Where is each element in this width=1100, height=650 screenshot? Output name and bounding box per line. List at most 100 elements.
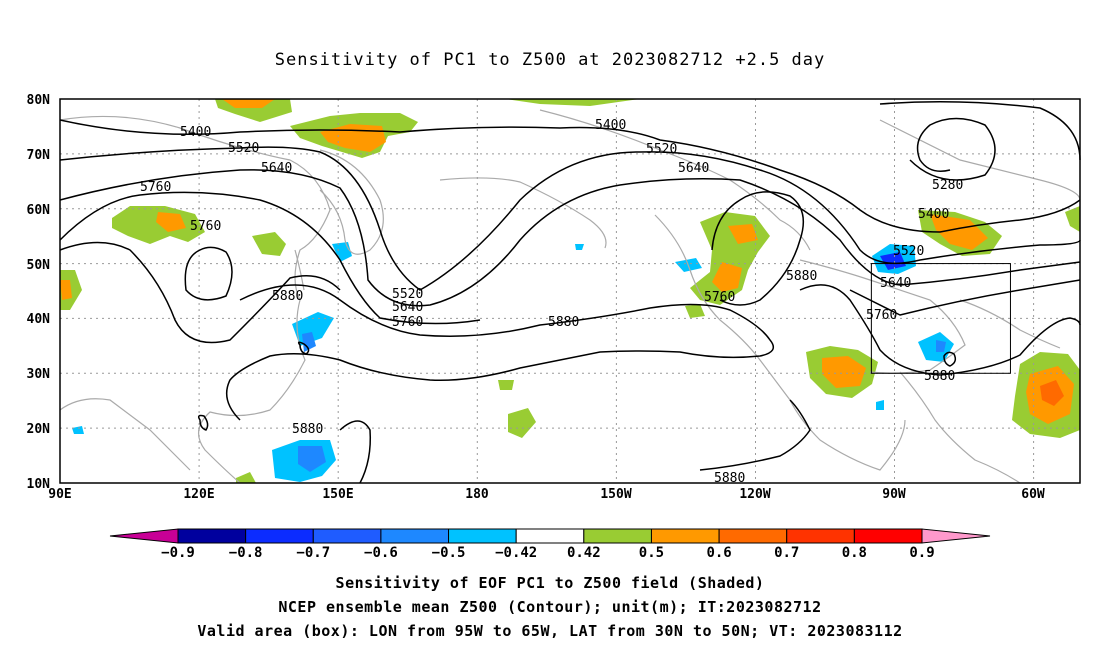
lon-tick-label: 150E — [322, 487, 353, 502]
colorbar-tick-label: −0.5 — [432, 545, 466, 561]
map-background — [60, 99, 1080, 483]
contour-label: 5880 — [924, 369, 955, 384]
contour-label: 5760 — [140, 180, 171, 195]
caption-line-3: Valid area (box): LON from 95W to 65W, L… — [197, 622, 903, 640]
contour-label: 5640 — [261, 161, 292, 176]
lat-tick-label: 70N — [27, 148, 51, 163]
shade-positive — [685, 304, 705, 318]
contour-label: 5640 — [880, 276, 911, 291]
coastline — [59, 398, 191, 471]
shade-negative — [880, 252, 906, 270]
shade-positive — [505, 99, 640, 106]
colorbar-swatch — [312, 528, 382, 544]
contour-5880d — [339, 420, 372, 484]
shade-negative — [72, 426, 84, 434]
colorbar-swatch — [177, 528, 247, 544]
lon-tick-label: 90W — [882, 487, 906, 502]
shade-positive — [222, 99, 275, 108]
caption-line-1: Sensitivity of EOF PC1 to Z500 field (Sh… — [335, 574, 765, 592]
contour-label: 5880 — [272, 289, 303, 304]
shade-positive — [1040, 380, 1064, 406]
lat-tick-label: 10N — [27, 477, 51, 492]
coastline — [294, 249, 305, 291]
coastline — [654, 214, 906, 471]
colorbar-swatch — [448, 528, 517, 544]
colorbar-tick-label: −0.9 — [161, 545, 195, 561]
lat-tick-label: 20N — [27, 422, 51, 437]
contour-label: 5520 — [893, 244, 924, 259]
contour-label: 5400 — [180, 125, 211, 140]
colorbar-swatch — [380, 528, 450, 544]
contour-5880h — [943, 351, 957, 367]
colorbar-swatch — [650, 528, 720, 544]
colorbar-tick-label: −0.8 — [229, 545, 263, 561]
coastline — [59, 115, 331, 484]
lat-tick-label: 30N — [27, 367, 51, 382]
coastline — [319, 149, 384, 255]
contour-label: 5280 — [932, 178, 963, 193]
lon-axis: 90E 120E 150E 180 150W 120W 90W 60W — [48, 487, 1045, 502]
contour-label: 5520 — [392, 287, 423, 302]
colorbar-swatch — [515, 528, 585, 544]
shade-positive — [728, 224, 758, 244]
colorbar-swatch — [245, 528, 314, 544]
lat-tick-label: 50N — [27, 258, 51, 273]
colorbar-tick-label: −0.7 — [296, 545, 330, 561]
map-title: Sensitivity of PC1 to Z500 at 2023082712… — [274, 50, 826, 70]
shade-positive — [498, 380, 514, 390]
colorbar-tick-label: 0.8 — [842, 545, 867, 561]
coastline — [439, 177, 607, 249]
shade-positive — [930, 214, 988, 250]
colorbar-tick-label: −0.6 — [364, 545, 398, 561]
contour-5880g — [197, 414, 209, 431]
contour-label: 5880 — [548, 315, 579, 330]
coastlines — [59, 109, 1081, 484]
contour-5640 — [59, 169, 1081, 307]
contour-label: 5760 — [392, 315, 423, 330]
contour-label: 5760 — [704, 290, 735, 305]
lon-tick-label: 60W — [1021, 487, 1045, 502]
shade-negative — [302, 332, 316, 352]
contour-label: 5400 — [595, 118, 626, 133]
contour-5400 — [59, 119, 1081, 233]
colorbar-tick-label: 0.5 — [639, 545, 664, 561]
contour-5880b — [225, 284, 775, 421]
colorbar-swatch — [786, 528, 855, 544]
shade-negative — [575, 244, 584, 250]
colorbar-tick-label: 0.6 — [706, 545, 731, 561]
shade-positive — [712, 262, 742, 292]
contour-5760a — [59, 191, 805, 325]
lon-tick-label: 90E — [48, 487, 71, 502]
contour-label: 5400 — [918, 207, 949, 222]
shade-positive — [60, 280, 72, 300]
colorbar: −0.9 −0.8 −0.7 −0.6 −0.5 −0.42 0.42 0.5 0.6 0.7 0.… — [109, 528, 991, 561]
contour-label: 5880 — [292, 422, 323, 437]
shade-negative — [298, 446, 326, 472]
contour-5280 — [879, 101, 1081, 181]
colorbar-swatch — [853, 528, 923, 544]
z500-contours — [59, 101, 1081, 484]
lon-tick-label: 120W — [739, 487, 770, 502]
lat-tick-label: 40N — [27, 312, 51, 327]
shade-positive — [822, 356, 866, 388]
map-panel: 5280 5400 5400 5400 5520 5520 5520 5520 … — [27, 93, 1081, 502]
colorbar-extend-high — [921, 528, 991, 544]
colorbar-tick-label: 0.9 — [909, 545, 934, 561]
shade-positive — [236, 472, 256, 483]
shade-negative — [876, 400, 884, 410]
shade-positive — [252, 232, 286, 256]
contour-label: 5760 — [190, 219, 221, 234]
coastline — [879, 119, 1081, 201]
lat-tick-label: 60N — [27, 203, 51, 218]
shade-positive — [112, 206, 205, 244]
contour-5880c — [799, 284, 1081, 376]
contour-5760c — [849, 279, 1081, 316]
caption-line-2: NCEP ensemble mean Z500 (Contour); unit(… — [278, 598, 822, 616]
lat-tick-label: 80N — [27, 93, 51, 108]
contour-label: 5640 — [678, 161, 709, 176]
coastline — [899, 371, 1021, 484]
shade-negative — [936, 340, 946, 352]
contour-5880a — [184, 246, 233, 301]
grid-lines — [60, 99, 1080, 483]
